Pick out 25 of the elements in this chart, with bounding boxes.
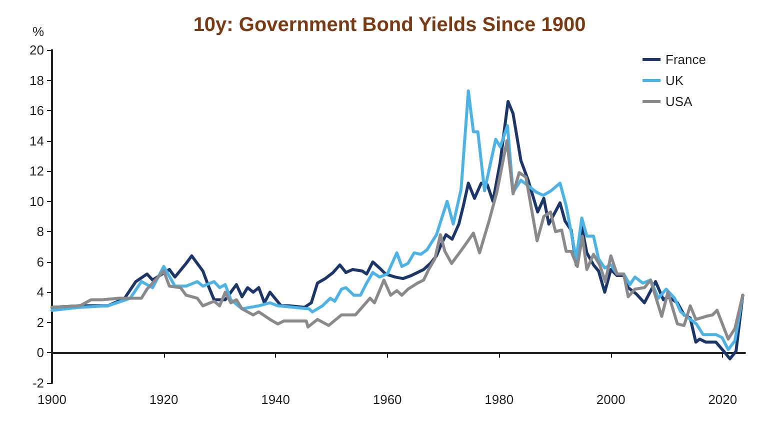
y-tick-label: 14 <box>30 133 44 148</box>
x-tick-label: 1920 <box>149 392 178 407</box>
y-tick-label: 0 <box>36 345 44 360</box>
y-axis-title: % <box>32 24 44 39</box>
y-tick-label: 10 <box>30 194 44 209</box>
legend-label: UK <box>666 73 684 88</box>
y-tick-label: 8 <box>36 224 44 240</box>
x-tick-label: 2000 <box>596 392 626 407</box>
y-tick-label: 16 <box>30 103 44 118</box>
x-tick-label: 1960 <box>372 392 402 407</box>
x-tick-label: 1940 <box>261 392 290 407</box>
y-tick-label: 20 <box>30 42 44 58</box>
x-tick-label: 1980 <box>484 392 514 407</box>
x-tick-label: 2020 <box>708 392 738 407</box>
y-tick-label: 2 <box>36 314 44 330</box>
line-series <box>50 139 744 341</box>
y-tick-label: -2 <box>32 376 44 390</box>
legend-label: USA <box>666 94 693 109</box>
y-tick-label: 4 <box>36 284 44 300</box>
y-tick-label: 6 <box>36 254 44 270</box>
y-tick-label: 12 <box>30 164 44 179</box>
chart-title: 10y: Government Bond Yields Since 1900 <box>193 14 586 36</box>
y-tick-label: 18 <box>30 72 44 88</box>
x-tick-label: 1900 <box>38 392 66 407</box>
legend-label: France <box>666 52 706 67</box>
